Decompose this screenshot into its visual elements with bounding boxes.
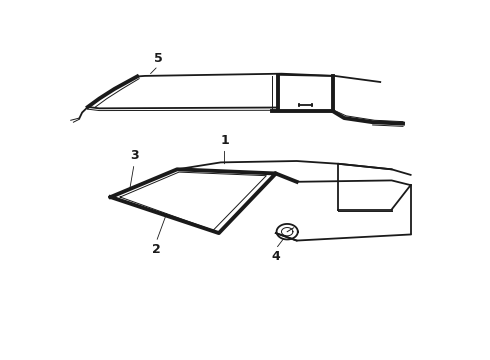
Text: 4: 4 xyxy=(271,250,280,263)
Text: 1: 1 xyxy=(220,134,229,147)
Text: 3: 3 xyxy=(130,149,139,162)
Text: 2: 2 xyxy=(152,243,161,256)
Text: 5: 5 xyxy=(154,51,163,64)
